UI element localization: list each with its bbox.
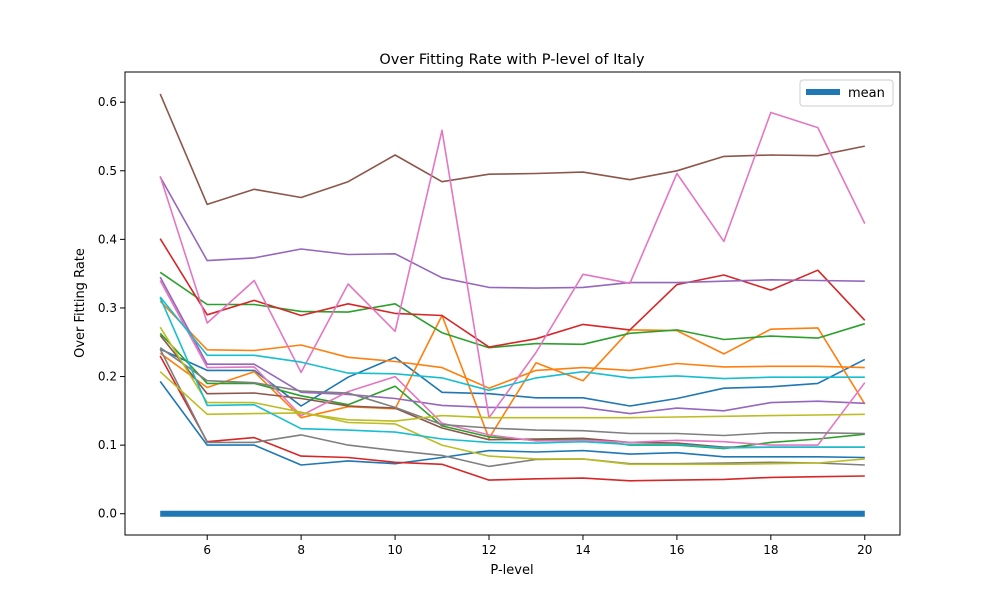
series-line-15 <box>159 347 865 437</box>
x-tick-label: 12 <box>481 543 496 557</box>
x-tick-label: 14 <box>575 543 590 557</box>
y-tick-label: 0.3 <box>98 301 117 315</box>
x-axis-label: P-level <box>490 563 533 578</box>
y-axis: 0.0 0.1 0.2 0.3 0.4 0.5 0.6 <box>98 95 125 521</box>
series-line-4 <box>159 314 866 440</box>
x-tick-label: 8 <box>297 543 305 557</box>
y-tick-label: 0.4 <box>98 232 117 246</box>
chart-title: Over Fitting Rate with P-level of Italy <box>379 52 645 68</box>
x-tick-label: 6 <box>203 543 211 557</box>
x-tick-label: 20 <box>857 543 872 557</box>
series-line-5 <box>159 271 866 349</box>
x-tick-label: 16 <box>669 543 684 557</box>
series-line-14 <box>159 280 866 446</box>
y-tick-label: 0.1 <box>98 438 117 452</box>
series-line-10 <box>159 276 865 415</box>
series-line-12 <box>159 334 865 449</box>
series-line-20 <box>159 297 865 449</box>
series-line-13 <box>159 111 866 419</box>
series-line-19 <box>159 296 865 392</box>
plot-lines <box>159 93 866 482</box>
y-tick-label: 0.6 <box>98 95 117 109</box>
series-line-6 <box>159 332 865 450</box>
series-line-9 <box>159 176 865 289</box>
legend: mean <box>799 79 894 107</box>
x-tick-label: 10 <box>387 543 402 557</box>
series-line-8 <box>159 355 865 482</box>
plot-frame <box>124 71 901 536</box>
series-line-17 <box>159 326 865 466</box>
y-axis-label: Over Fitting Rate <box>73 248 88 358</box>
series-line-18 <box>159 371 865 422</box>
y-tick-label: 0.5 <box>98 164 117 178</box>
x-tick-label: 18 <box>763 543 778 557</box>
legend-label-mean: mean <box>848 86 885 101</box>
series-line-16 <box>159 348 865 468</box>
series-line-2 <box>159 380 865 466</box>
legend-box <box>799 79 894 107</box>
y-tick-label: 0.0 <box>98 507 117 521</box>
y-tick-label: 0.2 <box>98 370 117 384</box>
series-line-1 <box>159 348 866 407</box>
x-axis: 6 8 10 12 14 16 18 20 <box>203 535 872 557</box>
series-line-7 <box>159 238 866 348</box>
series-line-11 <box>159 93 865 206</box>
series-line-3 <box>159 300 865 390</box>
